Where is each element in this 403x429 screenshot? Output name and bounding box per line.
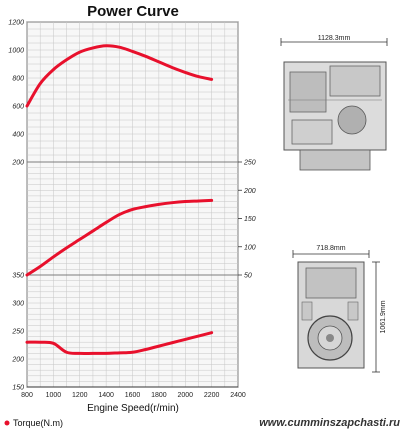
x-axis-label: Engine Speed(r/min) [87,403,179,414]
y-tick-label: 200 [243,188,256,195]
legend-marker [4,420,10,426]
engine-front-drawing: 718.8mm 1061.9mm [292,245,387,373]
y-tick-label: 250 [243,160,256,167]
y-tick-label: 100 [244,244,256,251]
series-line-torque-panel [25,44,214,108]
engine-top-drawing: 1128.3mm [280,35,388,171]
legend-label: Torque(N.m) [13,418,63,428]
x-axis: 800 1000 1200 1400 1600 1800 2000 2200 2400 [21,392,246,399]
x-tick-label: 800 [21,392,33,399]
chart-panels: 400 600 800 1000 1200 50 100 150 200 250 200 150 200… [8,20,255,392]
x-tick-label: 1000 [46,392,62,399]
y-tick-label: 300 [12,301,24,308]
x-tick-label: 2200 [204,392,220,399]
y-tick-label: 250 [11,329,24,336]
y-tick-label: 800 [12,76,24,83]
x-tick-label: 1800 [151,392,167,399]
x-tick-label: 1200 [72,392,88,399]
top-width-dimension: 1128.3mm [318,35,351,42]
y-tick-label: 50 [244,273,252,280]
y-tick-label: 400 [12,132,24,139]
y-tick-label: 200 [11,357,24,364]
y-tick-label: 1000 [8,48,24,55]
y-tick-label: 150 [12,385,24,392]
grid [26,21,239,388]
bottom-width-dimension: 718.8mm [316,245,345,252]
x-tick-label: 2000 [177,392,193,399]
x-tick-label: 1400 [98,392,114,399]
y-tick-label: 1200 [8,20,24,27]
y-tick-label: 200 [11,160,24,167]
x-tick-label: 1600 [125,392,141,399]
y-tick-label: 350 [12,273,24,280]
y-tick-label: 600 [12,104,24,111]
chart-title: Power Curve [87,3,179,20]
y-tick-label: 150 [244,216,256,223]
bottom-height-dimension: 1061.9mm [380,300,387,333]
series-line-power-panel [25,198,214,277]
series-line-fuel-panel [25,331,214,355]
watermark: www.cumminszapchasti.ru [259,417,400,429]
x-tick-label: 2400 [230,392,246,399]
